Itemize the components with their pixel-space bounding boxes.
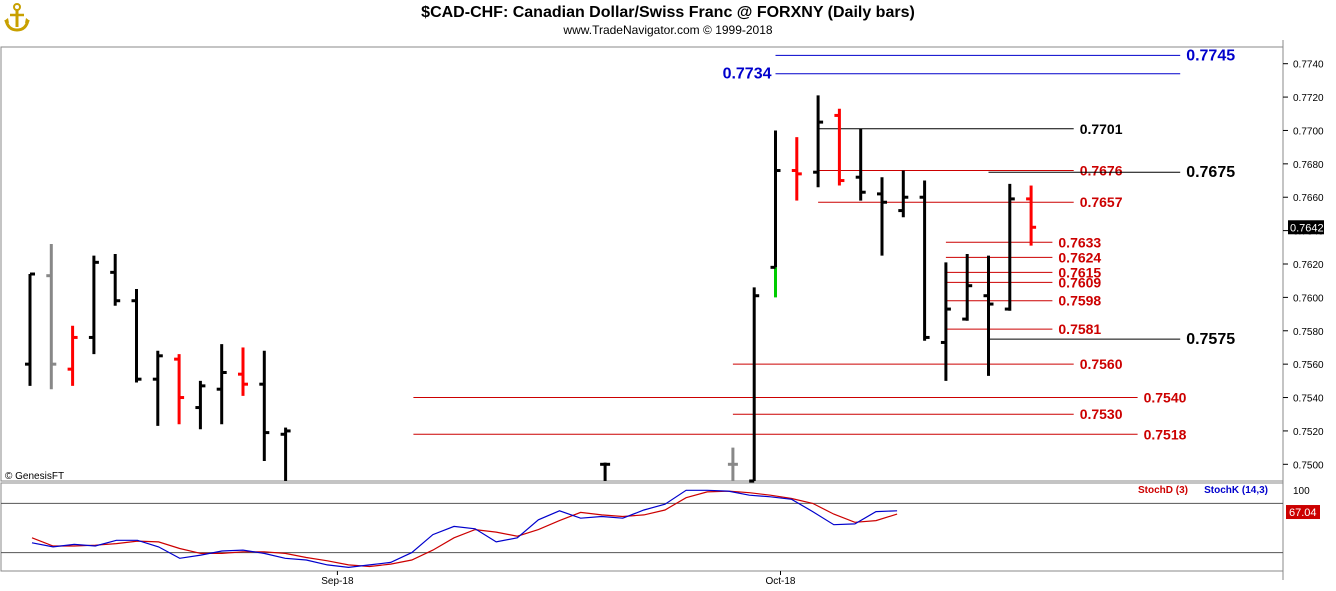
ohlc-bar	[727, 447, 738, 481]
stoch-series-line	[31, 490, 898, 568]
level-label: 0.7518	[1144, 426, 1187, 442]
level-label: 0.7560	[1080, 356, 1123, 372]
ohlc-bar	[791, 137, 802, 201]
ohlc-bar	[195, 380, 206, 430]
level-label: 0.7633	[1058, 234, 1101, 250]
date-axis: Sep-18 Oct-18	[321, 571, 796, 587]
level-label: 0.7676	[1080, 163, 1123, 179]
price-axis-label: 0.7520	[1293, 427, 1324, 438]
ohlc-bar	[940, 262, 951, 381]
level-label: 0.7615	[1058, 264, 1101, 280]
watermark: © GenesisFT	[5, 471, 64, 482]
price-axis-label: 0.7680	[1293, 160, 1324, 171]
last-price-badge	[1288, 220, 1324, 235]
price-axis-label: 0.7580	[1293, 327, 1324, 338]
stoch-legend-d: StochD (3)	[1138, 485, 1188, 496]
price-axis-label: 0.7540	[1293, 394, 1324, 405]
last-price-label: 0.7642	[1290, 222, 1324, 234]
stoch-series-line	[31, 489, 898, 569]
ohlc-bar	[813, 95, 824, 188]
ohlc-bar	[877, 177, 887, 256]
level-label: 0.7701	[1080, 121, 1123, 137]
ohlc-bar	[110, 253, 121, 306]
ohlc-bar	[1026, 185, 1037, 246]
price-axis-label: 0.7500	[1293, 460, 1324, 471]
level-label: 0.7540	[1144, 390, 1187, 406]
price-axis-label: 0.7720	[1293, 93, 1324, 104]
ohlc-bar	[46, 243, 57, 390]
stoch-last-label: 67.04	[1289, 507, 1317, 519]
price-axis-label: 0.7560	[1293, 360, 1324, 371]
ohlc-bar	[216, 344, 227, 425]
date-axis-label: Sep-18	[321, 576, 354, 587]
ohlc-bar	[962, 253, 973, 321]
level-label: 0.7745	[1186, 47, 1235, 64]
indicator-panel-frame	[0, 482, 1284, 572]
stoch-axis-label: 100	[1293, 486, 1310, 497]
ohlc-bar	[983, 255, 994, 376]
ohlc-bar	[238, 347, 248, 396]
ohlc-bar	[834, 108, 845, 186]
chart-subtitle: www.TradeNavigator.com © 1999-2018	[562, 23, 772, 37]
level-label: 0.7609	[1058, 274, 1101, 290]
level-label: 0.7530	[1080, 406, 1123, 422]
ohlc-bar	[131, 289, 142, 383]
stoch-last-badge	[1286, 505, 1320, 520]
ohlc-bar	[259, 350, 270, 461]
ohlc-bar	[749, 287, 760, 483]
ohlc-bar	[855, 128, 866, 201]
ohlc-bar	[25, 272, 35, 386]
price-bars-layer	[25, 95, 1037, 483]
ohlc-bar	[1004, 183, 1015, 311]
level-label: 0.7734	[723, 66, 772, 83]
ohlc-bar	[174, 354, 185, 425]
ohlc-bar	[280, 427, 291, 481]
ohlc-bar	[898, 170, 909, 218]
level-label: 0.7598	[1058, 293, 1101, 309]
date-axis-label: Oct-18	[765, 576, 795, 587]
price-axis: 0.7500 0.7520 0.7540 0.7560 0.7580 0.7600 0.76…	[1283, 60, 1324, 471]
ohlc-bar	[152, 350, 163, 426]
ohlc-bar	[88, 255, 99, 355]
level-label: 0.7675	[1186, 164, 1235, 181]
level-label: 0.7575	[1186, 331, 1235, 348]
ohlc-bar	[919, 180, 930, 341]
ohlc-bar	[770, 130, 781, 298]
chart-title: $CAD-CHF: Canadian Dollar/Swiss Franc @ …	[421, 4, 915, 21]
ohlc-bar	[67, 325, 78, 386]
price-axis-label: 0.7700	[1293, 126, 1324, 137]
ohlc-bar	[600, 462, 611, 481]
price-axis-label: 0.7620	[1293, 260, 1324, 271]
level-label: 0.7657	[1080, 194, 1123, 210]
level-lines-layer: 0.7745 0.7734 0.7701 0.7676 0.7675 0.7657 0.76…	[413, 47, 1235, 442]
level-label: 0.7624	[1058, 249, 1101, 265]
price-axis-label: 0.7660	[1293, 193, 1324, 204]
stoch-legend-k: StochK (14,3)	[1204, 485, 1268, 496]
anchor-logo-icon	[4, 2, 30, 32]
level-label: 0.7581	[1058, 321, 1101, 337]
price-axis-label: 0.7740	[1293, 60, 1324, 71]
price-axis-label: 0.7600	[1293, 293, 1324, 304]
